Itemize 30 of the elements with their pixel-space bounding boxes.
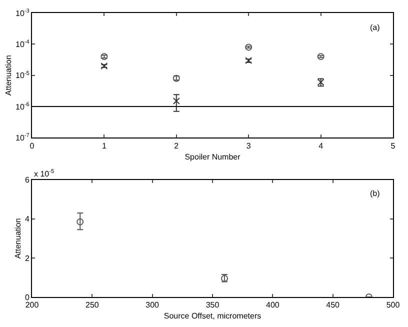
x-axis-title: Source Offset, micrometers: [164, 312, 262, 321]
x-tick-label: 250: [85, 300, 100, 310]
x-tick-label: 300: [146, 300, 160, 310]
x-tick-label: 400: [266, 300, 280, 310]
annotation: (a): [370, 23, 380, 32]
y-tick-label: 10$^{-7}$: [16, 133, 30, 142]
x-tick-label: 200: [25, 300, 40, 310]
point: [76, 218, 84, 226]
x-tick-label: 5: [390, 141, 396, 150]
point: [172, 98, 180, 105]
y-axis-title: Attenuation: [4, 55, 14, 96]
y-tick-label: 2: [24, 254, 30, 263]
x-tick-label: 1: [102, 141, 107, 150]
y-tick-label: 10$^{-5}$: [16, 70, 30, 80]
y-tick-label: 10$^{-3}$: [16, 8, 30, 18]
y-tick-label: 0: [24, 292, 30, 302]
x-tick-label: 350: [206, 300, 220, 310]
x-tick-label: 4: [318, 141, 324, 150]
y-tick-label: 4: [24, 214, 30, 224]
x-tick-label: 2: [174, 141, 180, 150]
y-tick-label: 10$^{-4}$: [16, 40, 30, 49]
x-tick-label: 450: [326, 300, 340, 310]
y-tick-label: 6: [24, 176, 30, 185]
annotation: (b): [370, 189, 380, 198]
x-axis-title: Spoiler Number: [184, 152, 241, 162]
y-tick-label: 10$^{-6}$: [16, 102, 30, 112]
x-tick-label: 500: [386, 300, 400, 310]
x-tick-label: 3: [246, 141, 252, 150]
y-axis-title: Attenuation: [14, 218, 23, 259]
text: x 10$^{-5}$: [34, 169, 54, 178]
